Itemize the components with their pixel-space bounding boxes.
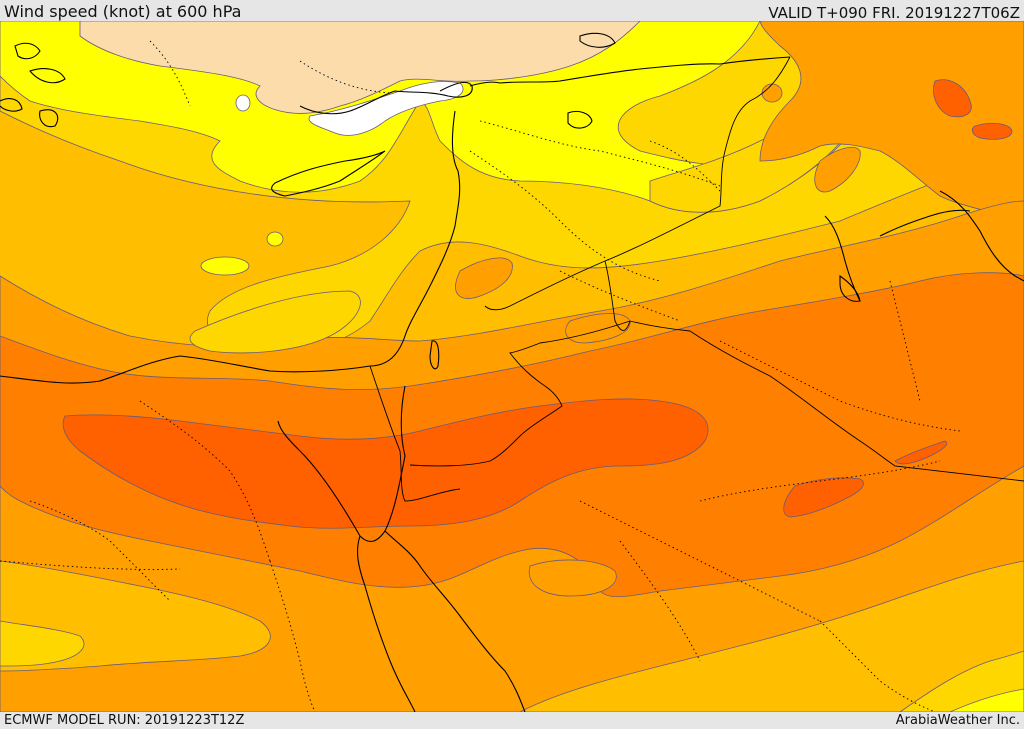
wind-spot-4	[814, 147, 861, 193]
wind-band-redorange-core	[62, 398, 709, 529]
wind-spot-5	[455, 257, 513, 299]
wind-band-light-north	[79, 21, 641, 114]
wind-band-orange-ne	[759, 21, 1024, 222]
footer-bar: ECMWF MODEL RUN: 20191223T12Z ArabiaWeat…	[0, 712, 1024, 729]
wind-spot-6	[565, 313, 631, 344]
solid-borders	[369, 56, 1024, 502]
valid-time: VALID T+090 FRI. 20191227T06Z	[768, 4, 1020, 22]
wind-spot-8	[761, 83, 783, 103]
wind-spot-3	[189, 290, 361, 354]
wind-spot-1	[200, 256, 250, 276]
wind-band-redorange-east	[783, 477, 864, 518]
wind-band-amber-se	[519, 560, 1024, 712]
wind-band-redorange-east2	[894, 440, 948, 465]
wind-spot-2	[266, 231, 284, 247]
calm-spot-1	[308, 81, 464, 136]
credit-label: ArabiaWeather Inc.	[895, 713, 1020, 728]
map-title: Wind speed (knot) at 600 hPa	[4, 2, 242, 21]
model-run-label: ECMWF MODEL RUN: 20191223T12Z	[4, 713, 245, 728]
wind-band-redorange-ne	[933, 79, 972, 118]
map-canvas	[0, 21, 1024, 712]
wind-band-redorange-ne2	[971, 122, 1013, 140]
header-bar: Wind speed (knot) at 600 hPa VALID T+090…	[0, 0, 1024, 22]
calm-spot-2	[235, 94, 251, 112]
coastlines	[0, 32, 1024, 712]
wind-band-gold-sw	[0, 620, 85, 667]
dotted-borders	[0, 40, 961, 712]
wind-speed-map	[0, 21, 1024, 712]
wind-spot-7	[528, 559, 617, 597]
